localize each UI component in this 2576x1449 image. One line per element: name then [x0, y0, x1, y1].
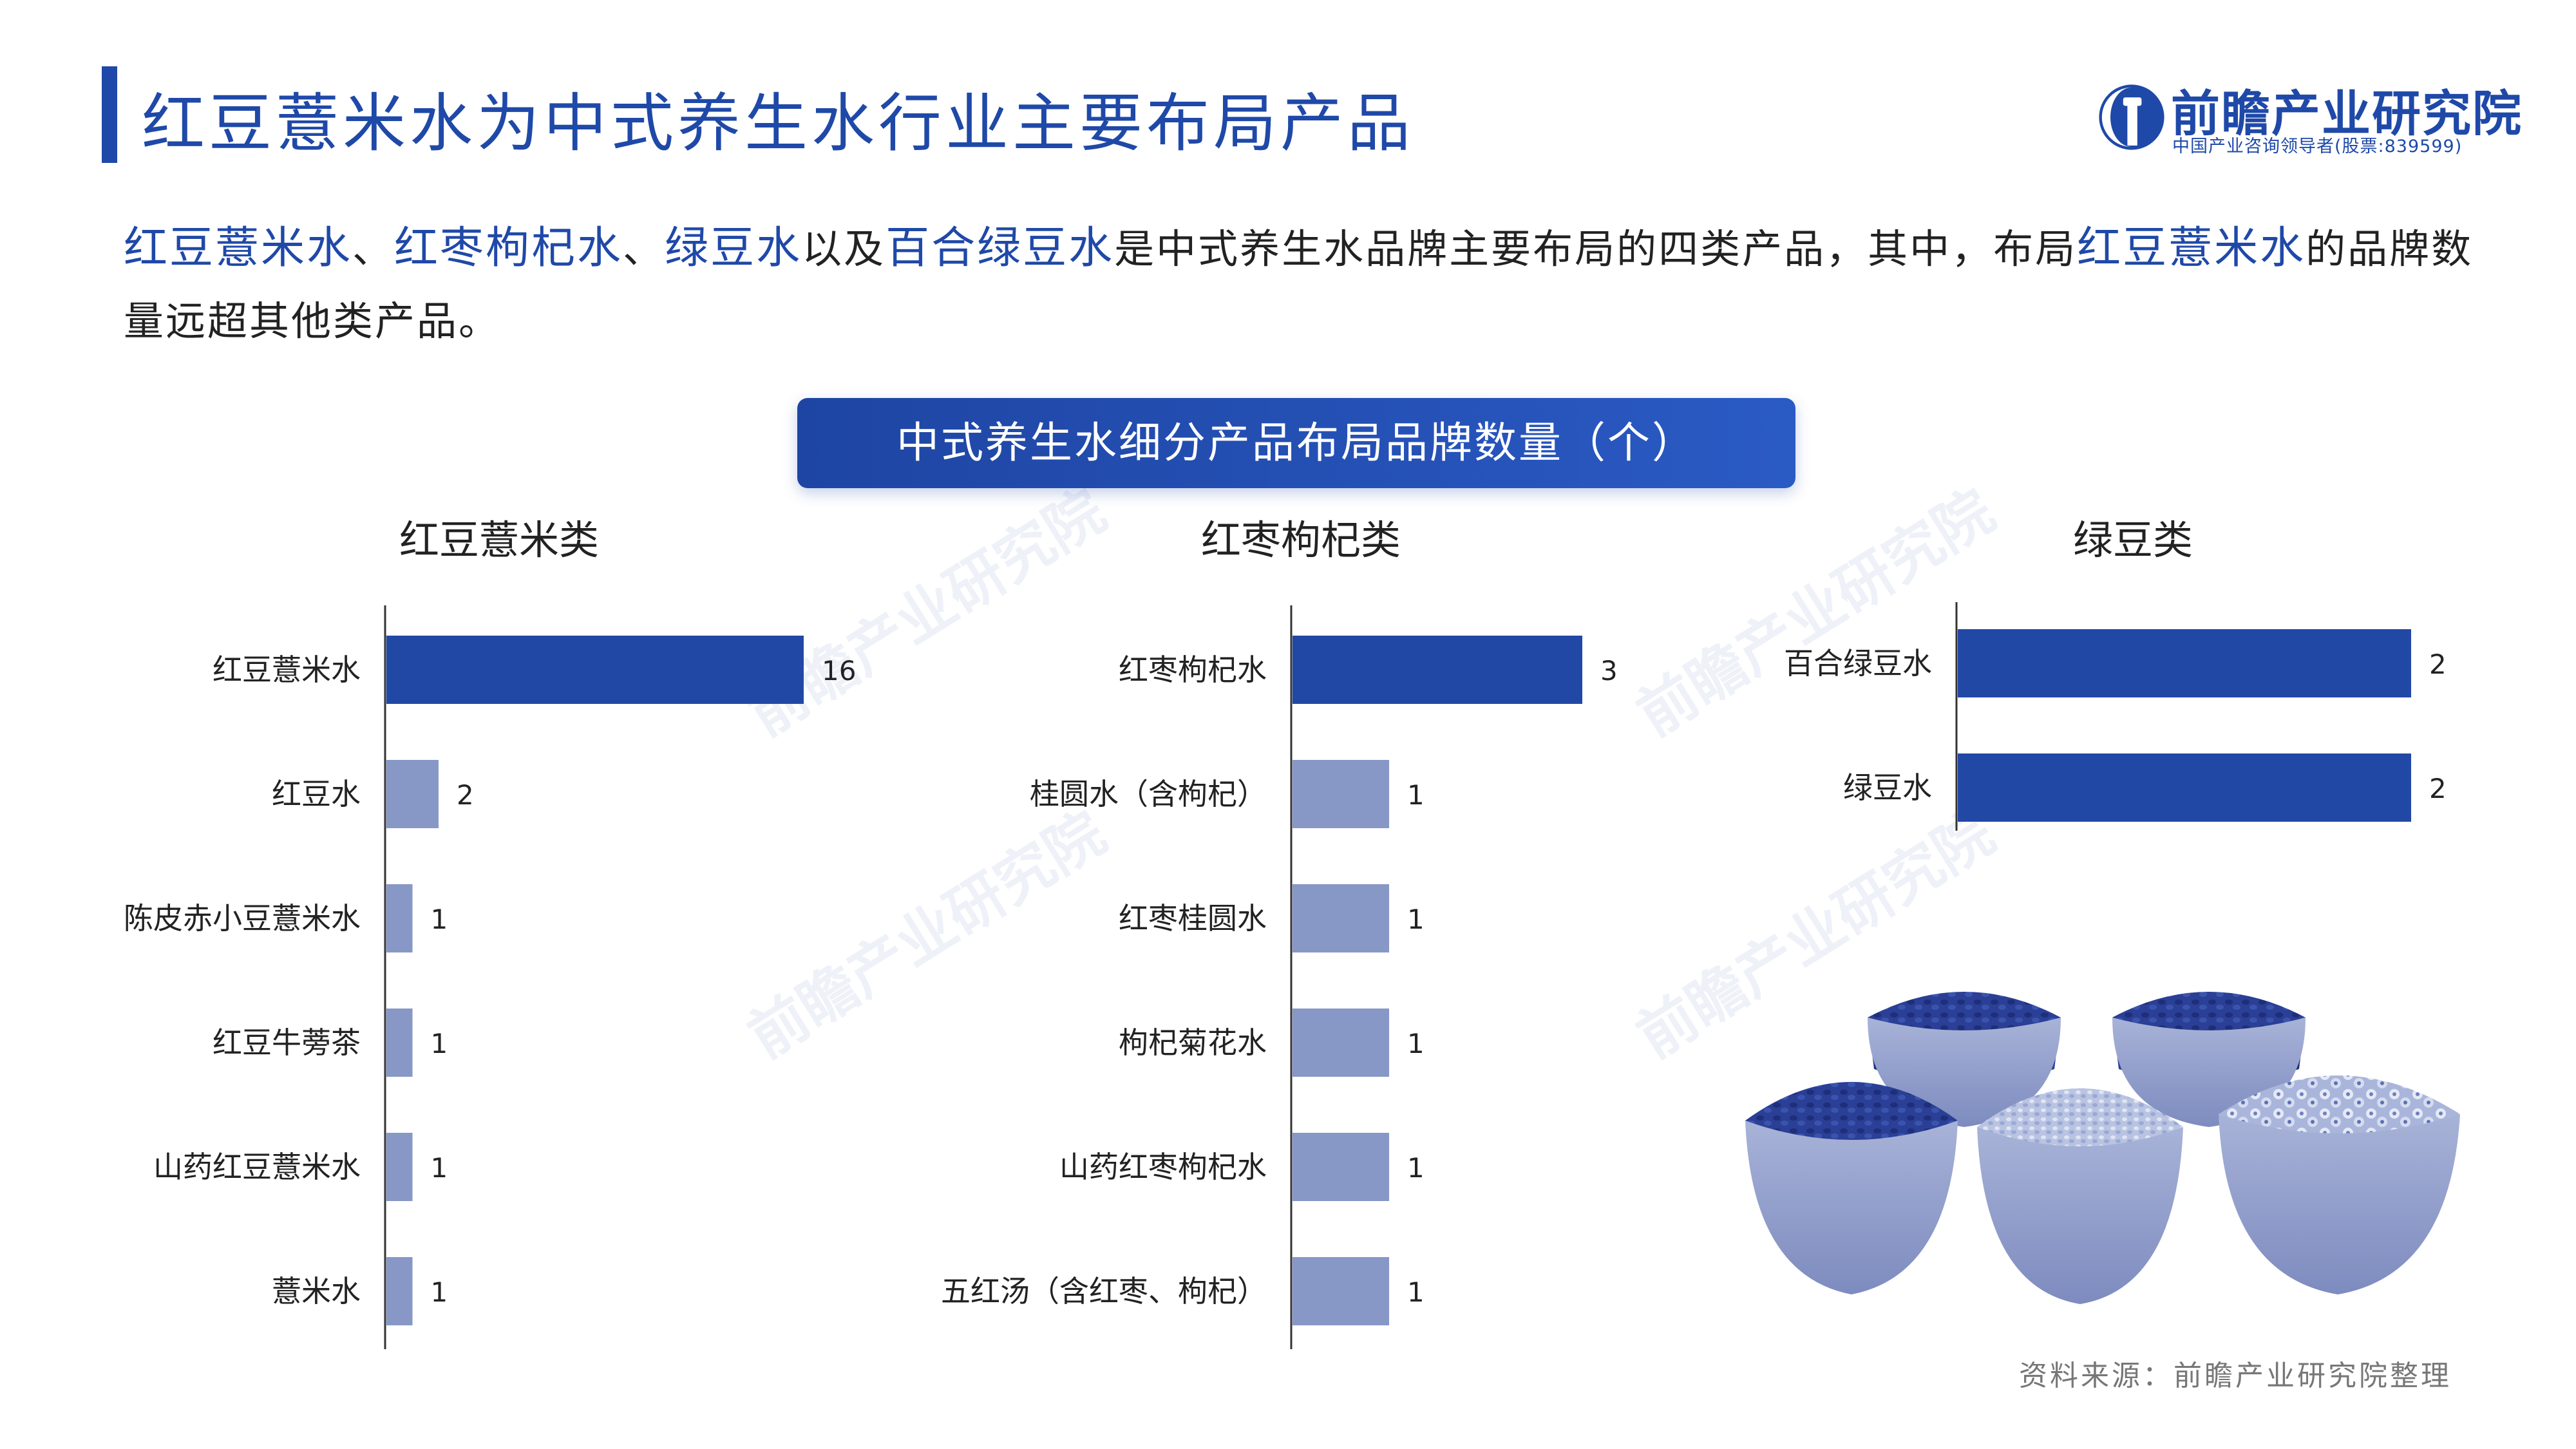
bar [386, 1009, 413, 1077]
data-label: 1 [1407, 904, 1425, 935]
category-label: 山药红豆薏米水 [153, 1150, 361, 1184]
data-label: 2 [457, 779, 474, 811]
bar [1293, 1257, 1389, 1325]
data-label: 1 [431, 1028, 448, 1059]
category-label: 红豆牛蒡茶 [213, 1025, 361, 1060]
logo-name: 前瞻产业研究院 [2171, 85, 2523, 142]
category-label: 陈皮赤小豆薏米水 [124, 901, 361, 936]
data-label: 1 [1407, 1276, 1425, 1308]
summary-text: 的品牌数量远超其他类产品。 [124, 225, 2474, 345]
category-label: 枸杞菊花水 [1119, 1025, 1267, 1060]
data-label: 1 [431, 1152, 448, 1184]
bar [386, 636, 804, 704]
chart-title: 绿豆类 [2073, 516, 2193, 564]
data-label: 1 [431, 904, 448, 935]
logo-mark-icon [2099, 84, 2164, 150]
data-label: 1 [1407, 1028, 1425, 1059]
bar [1293, 1009, 1389, 1077]
category-label: 薏米水 [272, 1274, 361, 1309]
category-label: 红豆薏米水 [213, 652, 361, 687]
summary-highlight: 红豆薏米水 [2077, 223, 2306, 274]
page-title: 红豆薏米水为中式养生水行业主要布局产品 [142, 87, 1415, 160]
summary-highlight: 绿豆水 [665, 223, 802, 274]
data-label: 3 [1600, 655, 1618, 687]
summary-text: 是中式养生水品牌主要布局的四类产品，其中，布局 [1114, 225, 2078, 272]
category-label: 山药红枣枸杞水 [1059, 1150, 1267, 1184]
bar [386, 1133, 413, 1201]
bar [386, 884, 413, 952]
logo-subtitle: 中国产业咨询领导者(股票:839599) [2172, 137, 2463, 156]
data-label: 1 [1407, 779, 1425, 811]
bar [1958, 629, 2411, 697]
summary-highlight: 百合绿豆水 [886, 223, 1115, 274]
chart-section-header: 中式养生水细分产品布局品牌数量（个） [797, 398, 1795, 488]
category-label: 绿豆水 [1843, 770, 1932, 805]
category-label: 红枣桂圆水 [1119, 901, 1267, 936]
bar [1293, 884, 1389, 952]
source-note: 资料来源：前瞻产业研究院整理 [2019, 1359, 2452, 1392]
category-label: 五红汤（含红枣、枸杞） [941, 1274, 1267, 1309]
summary-text: 、 [352, 225, 395, 272]
brand-logo: 前瞻产业研究院 中国产业咨询领导者(股票:839599) [2096, 74, 2521, 158]
category-label: 桂圆水（含枸杞） [1030, 777, 1267, 811]
category-label: 红枣枸杞水 [1119, 652, 1267, 687]
bar [1293, 760, 1389, 828]
bar [386, 1257, 413, 1325]
summary-text: 、 [623, 225, 665, 272]
summary-highlight: 红豆薏米水 [124, 223, 353, 274]
summary-text: 以及 [802, 225, 886, 272]
chart-title: 红枣枸杞类 [1201, 516, 1401, 564]
summary-paragraph: 红豆薏米水、红枣枸杞水、绿豆水以及百合绿豆水是中式养生水品牌主要布局的四类产品，… [124, 213, 2500, 357]
bar [1293, 636, 1582, 704]
bar [386, 760, 439, 828]
data-label: 16 [822, 655, 856, 687]
summary-highlight: 红枣枸杞水 [394, 223, 623, 274]
data-label: 1 [431, 1276, 448, 1308]
title-accent-bar [102, 66, 117, 163]
bowls-of-grains-illustration [1745, 992, 2460, 1304]
data-label: 2 [2429, 773, 2447, 804]
bar [1293, 1133, 1389, 1201]
category-label: 百合绿豆水 [1784, 646, 1932, 681]
chart-title: 红豆薏米类 [399, 516, 599, 564]
data-label: 2 [2429, 649, 2447, 680]
data-label: 1 [1407, 1152, 1425, 1184]
bar [1958, 753, 2411, 822]
category-label: 红豆水 [272, 777, 361, 811]
